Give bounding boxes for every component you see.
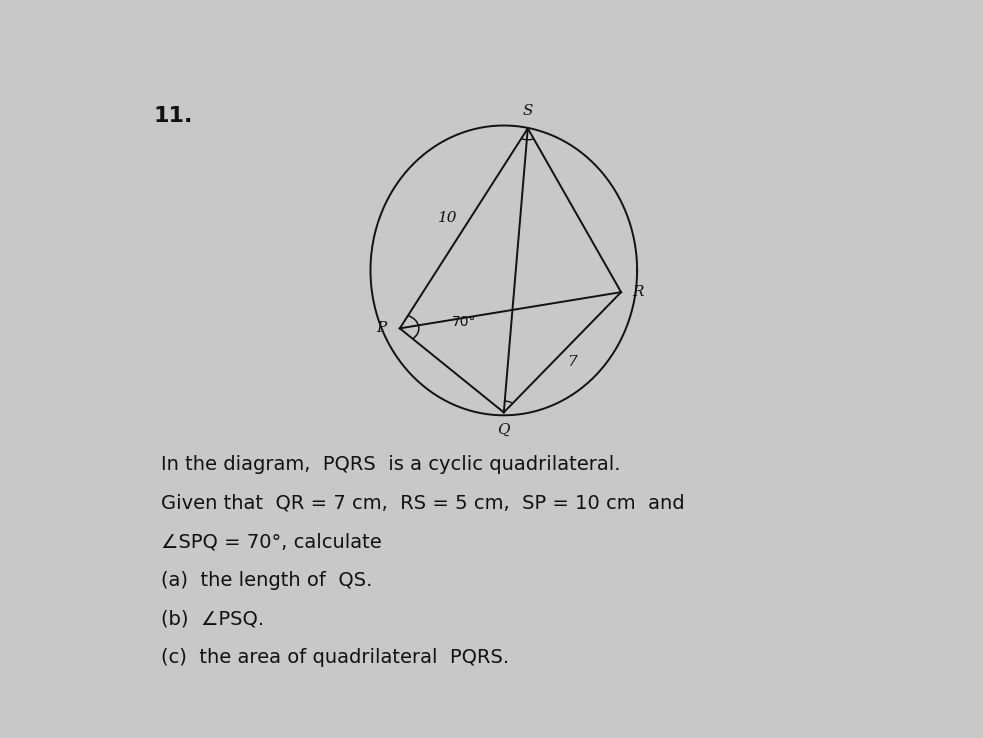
Text: (b)  ∠PSQ.: (b) ∠PSQ. [161, 610, 264, 629]
Text: Given that  QR = 7 cm,  RS = 5 cm,  SP = 10 cm  and: Given that QR = 7 cm, RS = 5 cm, SP = 10… [161, 494, 684, 513]
Text: 11.: 11. [153, 106, 193, 125]
Text: In the diagram,  PQRS  is a cyclic quadrilateral.: In the diagram, PQRS is a cyclic quadril… [161, 455, 620, 474]
Text: (c)  the area of quadrilateral  PQRS.: (c) the area of quadrilateral PQRS. [161, 648, 509, 667]
Text: 70°: 70° [452, 315, 476, 329]
Text: ∠SPQ = 70°, calculate: ∠SPQ = 70°, calculate [161, 532, 381, 551]
Text: (a)  the length of  QS.: (a) the length of QS. [161, 571, 373, 590]
Text: R: R [633, 285, 644, 299]
Text: P: P [376, 321, 386, 335]
Text: Q: Q [497, 423, 510, 437]
Text: S: S [523, 104, 533, 118]
Text: 7: 7 [567, 356, 577, 370]
Text: 10: 10 [438, 211, 457, 225]
